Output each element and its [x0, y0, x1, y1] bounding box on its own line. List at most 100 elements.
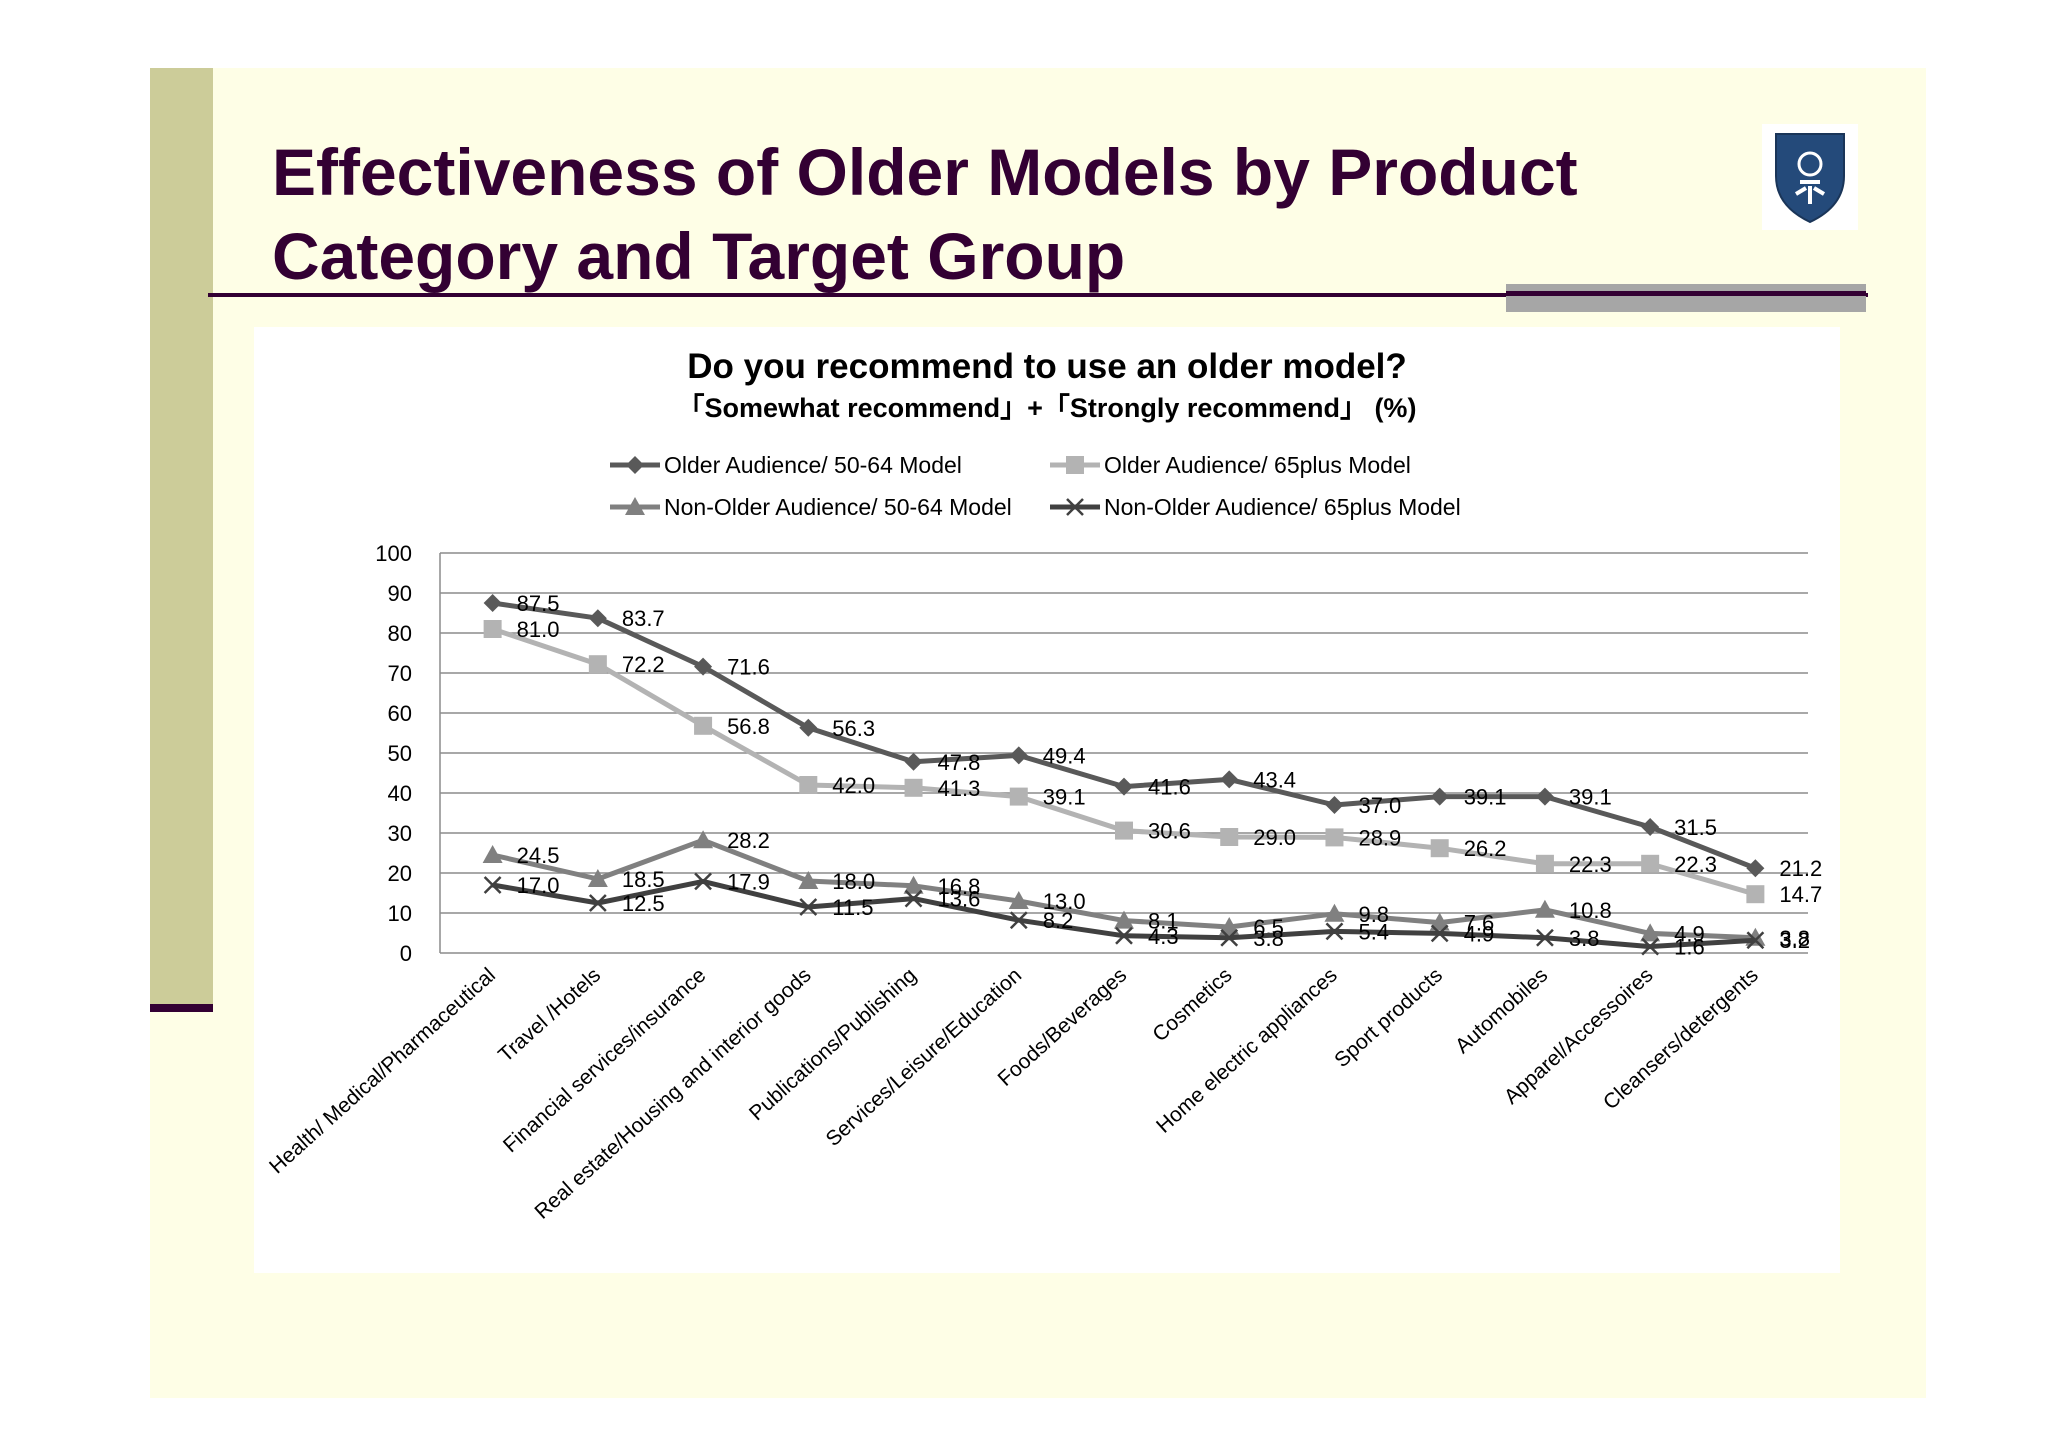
data-label: 13.6: [938, 887, 981, 912]
chart-panel: Do you recommend to use an older model? …: [254, 327, 1840, 1273]
data-label: 71.6: [727, 655, 770, 680]
data-point: [1641, 818, 1660, 836]
legend-label: Older Audience/ 50-64 Model: [664, 452, 962, 478]
legend-label: Non-Older Audience/ 65plus Model: [1104, 494, 1461, 520]
data-point: [1115, 821, 1133, 840]
chart-subtitle: 「Somewhat recommend」+「Strongly recommend…: [678, 392, 1417, 423]
data-label: 41.6: [1148, 775, 1191, 800]
data-point: [1009, 746, 1028, 765]
data-point: [1535, 787, 1554, 806]
y-tick-label: 60: [388, 701, 412, 726]
x-tick-label: Health/ Medical/Pharmaceutical: [265, 964, 500, 1179]
data-point: [799, 776, 818, 794]
data-label: 21.2: [1779, 856, 1822, 881]
data-point: [1430, 839, 1449, 858]
y-tick-label: 40: [388, 781, 412, 806]
data-point: [1746, 859, 1765, 878]
title-underline-accent: [1506, 284, 1866, 312]
data-label: 47.8: [938, 750, 981, 775]
data-point: [694, 872, 712, 891]
data-point: [588, 655, 607, 674]
data-point: [1429, 912, 1450, 931]
data-point: [1115, 777, 1133, 796]
data-label: 83.7: [622, 606, 665, 631]
data-label: 3.8: [1569, 926, 1600, 951]
data-label: 22.3: [1569, 852, 1612, 877]
data-label: 13.0: [1043, 889, 1086, 914]
legend-label: Older Audience/ 65plus Model: [1104, 452, 1411, 478]
data-point: [588, 609, 607, 628]
data-point: [588, 894, 607, 912]
data-point: [799, 718, 818, 737]
data-point: [1219, 917, 1240, 935]
y-tick-label: 10: [388, 901, 412, 926]
data-label: 3.2: [1779, 928, 1810, 953]
data-point: [587, 869, 608, 887]
data-point: [483, 876, 502, 894]
data-point: [1009, 911, 1028, 930]
data-label: 3.8: [1779, 926, 1810, 951]
legend-entry: Older Audience/ 50-64 Model: [610, 452, 962, 478]
x-tick-label: Services/Leisure/Education: [822, 964, 1027, 1151]
data-label: 30.6: [1148, 819, 1191, 844]
y-tick-label: 20: [388, 861, 412, 886]
data-label: 3.8: [1253, 926, 1284, 951]
data-point: [1746, 931, 1765, 950]
y-tick-label: 30: [388, 821, 412, 846]
data-point: [904, 889, 923, 908]
data-label: 87.5: [517, 591, 560, 616]
y-tick-label: 0: [400, 941, 412, 966]
data-label: 49.4: [1043, 743, 1086, 768]
legend-marker: [625, 497, 645, 515]
data-label: 16.8: [938, 874, 981, 899]
shield-crest-icon: [1762, 124, 1858, 230]
chart-series: 87.5 83.7 71.6 56.3 47.8 49.4 41.6 43.4 37.0 39.1…: [482, 591, 1822, 960]
data-point: [904, 778, 923, 797]
data-point: [1641, 937, 1660, 956]
data-label: 14.7: [1779, 882, 1822, 907]
data-point: [693, 830, 714, 849]
data-point: [483, 594, 502, 612]
data-label: 8.1: [1148, 909, 1179, 934]
series-1: 87.5 83.7 71.6 56.3 47.8 49.4 41.6 43.4 37.0 39.1…: [483, 591, 1822, 881]
y-tick-label: 70: [388, 661, 412, 686]
data-label: 72.2: [622, 652, 665, 677]
slide-title: Effectiveness of Older Models by Product…: [272, 135, 1578, 293]
data-label: 17.0: [517, 873, 560, 898]
data-point: [799, 898, 818, 916]
legend-entry: Non-Older Audience/ 65plus Model: [1050, 494, 1461, 520]
data-point: [694, 716, 713, 735]
data-point: [1325, 796, 1344, 814]
legend-label: Non-Older Audience/ 50-64 Model: [664, 494, 1012, 520]
x-tick-label: Cosmetics: [1148, 964, 1236, 1047]
series-3: 24.518.528.218.0 16.813.08.1 6.59.8 7.610.8…: [482, 828, 1810, 951]
data-point: [1220, 828, 1239, 846]
data-point: [1430, 787, 1449, 806]
data-point: [904, 752, 923, 771]
data-point: [1220, 770, 1239, 789]
title-underline: [208, 293, 1868, 297]
x-tick-label: Travel /Hotels: [494, 964, 605, 1067]
data-label: 39.1: [1043, 785, 1086, 810]
data-label: 29.0: [1253, 825, 1296, 850]
series-4: 17.0 12.5 17.9 11.5 13.6 8.2 4.3 3.8 5.4 4.9 3.8 1.…: [483, 869, 1810, 960]
y-axis: 0 10 20 30 40 50 60 70 80 90 100: [375, 541, 441, 966]
data-label: 10.8: [1569, 898, 1612, 923]
data-label: 39.1: [1464, 785, 1507, 810]
data-point: [1430, 924, 1449, 943]
data-point: [1535, 854, 1554, 873]
legend-marker: [626, 456, 644, 474]
data-label: 4.3: [1148, 924, 1179, 949]
chart-title: Do you recommend to use an older model?: [687, 347, 1407, 386]
data-point: [903, 875, 924, 894]
data-label: 81.0: [517, 617, 560, 642]
data-point: [1008, 891, 1029, 909]
data-point: [694, 657, 713, 676]
data-label: 28.9: [1358, 825, 1401, 850]
chart-grid: [440, 552, 1808, 954]
data-point: [1114, 910, 1134, 929]
data-label: 5.4: [1358, 919, 1389, 944]
data-point: [1325, 828, 1344, 847]
chart-legend: Older Audience/ 50-64 Model Older Audienc…: [610, 452, 1461, 520]
